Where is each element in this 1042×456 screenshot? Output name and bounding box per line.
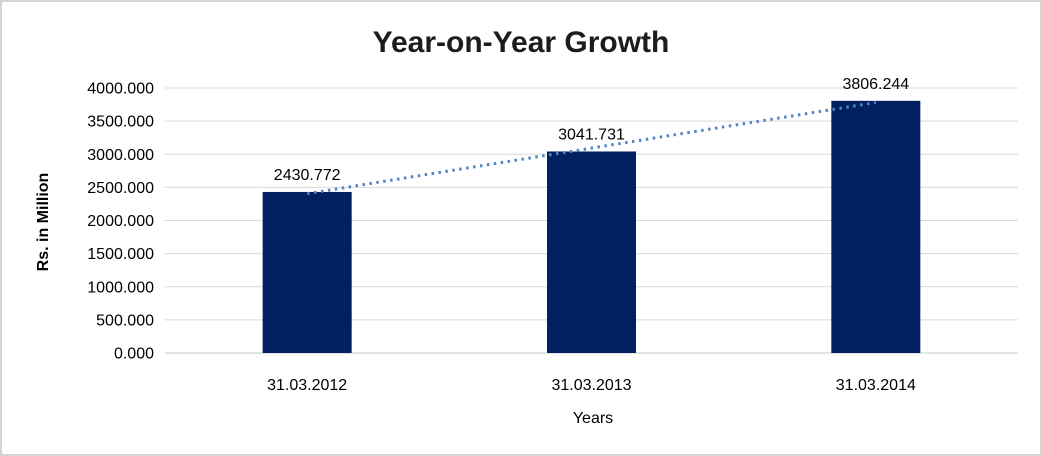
- trendline: [306, 101, 877, 196]
- chart-title: Year-on-Year Growth: [372, 26, 670, 59]
- bar-data-label: 3041.731: [558, 126, 625, 143]
- y-tick-label: 1500.000: [87, 246, 154, 263]
- bar-data-label: 3806.244: [842, 76, 909, 93]
- x-tick-label: 31.03.2012: [267, 377, 347, 394]
- x-tick-label: 31.03.2014: [836, 377, 916, 394]
- bar: [831, 100, 921, 353]
- bar: [262, 191, 352, 353]
- y-tick-label: 2500.000: [87, 180, 154, 197]
- y-tick-label: 3000.000: [87, 147, 154, 164]
- y-tick-label: 3500.000: [87, 114, 154, 131]
- y-tick-label: 500.000: [96, 312, 154, 329]
- x-tick-label: 31.03.2013: [551, 377, 631, 394]
- bar-data-label: 2430.772: [274, 167, 341, 184]
- y-tick-label: 2000.000: [87, 213, 154, 230]
- bar: [547, 151, 636, 353]
- y-tick-label: 4000.000: [87, 81, 154, 98]
- x-axis-title: Years: [572, 410, 614, 427]
- y-tick-label: 1000.000: [87, 279, 154, 296]
- y-tick-label: 0.000: [114, 346, 154, 363]
